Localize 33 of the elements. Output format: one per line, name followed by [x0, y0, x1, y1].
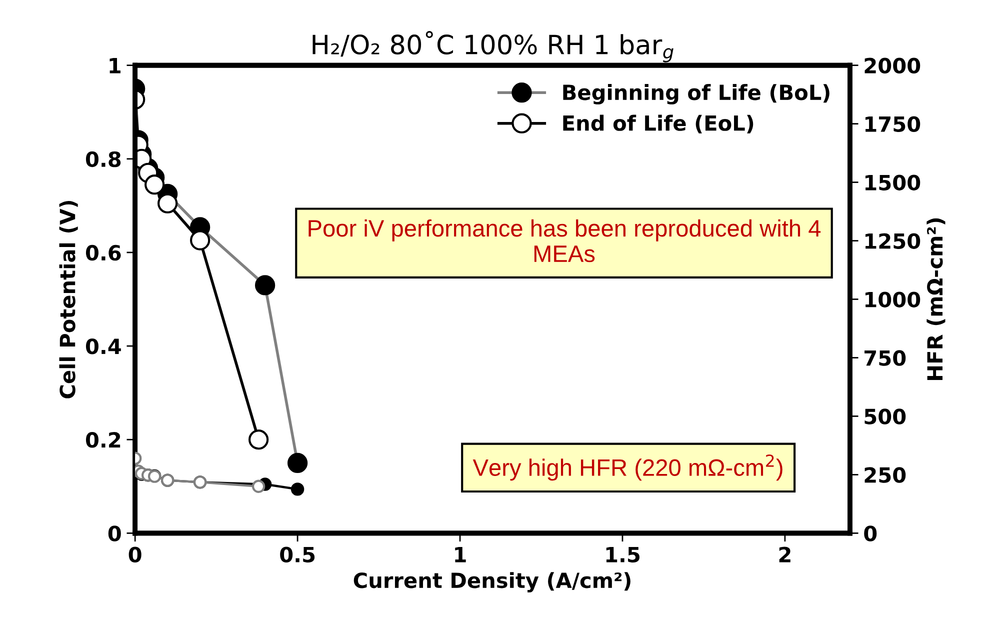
y-tick-label: 0.2 — [86, 432, 120, 448]
y2-tick-label: 1500 — [865, 174, 920, 190]
y-tick-label: 0.6 — [86, 244, 121, 261]
point — [290, 482, 304, 496]
x-tick-label: 1.5 — [606, 547, 640, 562]
y2-tick-label: 0 — [864, 526, 877, 542]
y2-tick-label: 250 — [864, 467, 906, 483]
y-tick-label: 0.4 — [86, 338, 121, 354]
y2-tick-label: 1750 — [865, 116, 920, 132]
y2-tick-label: 750 — [864, 350, 906, 366]
x-tick-label: 1 — [455, 547, 466, 562]
y-axis-title: Cell Potential (V) — [59, 200, 78, 398]
y-tick-label: 0 — [108, 526, 121, 542]
x-axis-title: Current Density (A/cm²) — [354, 572, 630, 592]
y2-axis-title: HFR (mΩ-cm²) — [926, 218, 946, 380]
legend-label: Beginning of Life (BoL) — [563, 84, 830, 104]
annotation: Poor iV performance has been reproduced with 4 MEAs — [308, 219, 821, 262]
x-tick-label: 2 — [779, 546, 790, 562]
y-tick-label: 0.8 — [86, 151, 121, 168]
y2-tick-label: 500 — [864, 408, 906, 424]
y-tick-label: 1 — [110, 58, 120, 74]
y2-tick-label: 2000 — [864, 58, 920, 74]
point — [252, 480, 266, 493]
y2-tick-label: 1000 — [865, 292, 920, 308]
point — [248, 430, 269, 450]
x-tick-label: 0.5 — [280, 546, 315, 562]
y2-tick-label: 1250 — [865, 233, 920, 249]
legend-label: End of Life (EoL) — [563, 114, 754, 134]
annotation: Very high HFR (220 mΩ-cm$^{2}$) — [472, 454, 782, 481]
point — [158, 193, 178, 214]
chart-title: H₂/O₂ 80˚C 100% RH 1 bar$_{g}$ — [312, 30, 674, 62]
point — [190, 230, 210, 250]
x-tick-label: 0 — [128, 546, 142, 562]
